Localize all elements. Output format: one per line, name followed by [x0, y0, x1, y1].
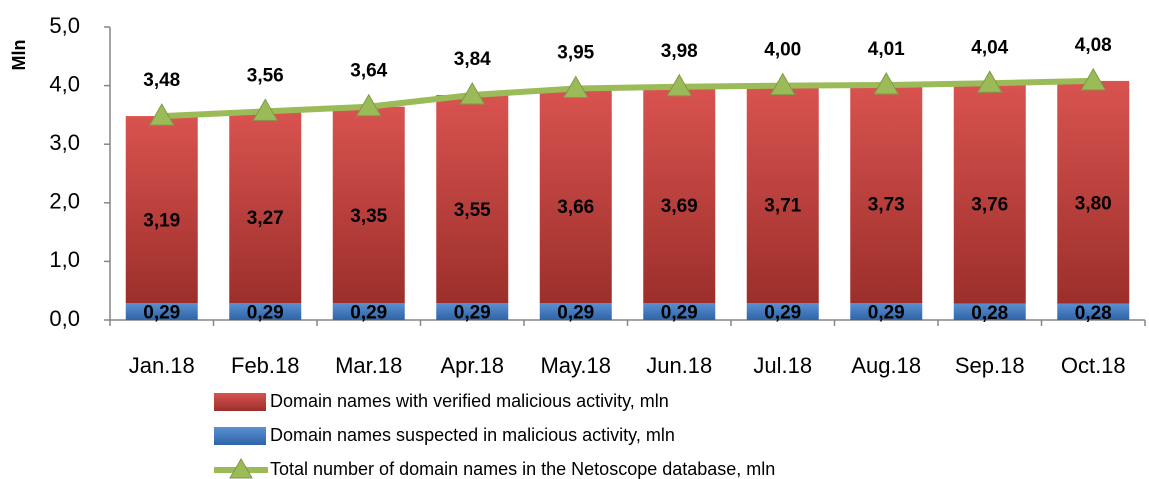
legend-label: Total number of domain names in the Neto… [270, 459, 775, 479]
line-value-label: 3,95 [557, 43, 594, 64]
x-tick-label: Jun.18 [646, 353, 712, 378]
x-tick-label: Oct.18 [1061, 353, 1126, 378]
bar-value-label: 3,66 [557, 197, 594, 218]
line-marker [562, 75, 589, 99]
bar-segment [746, 303, 819, 320]
bar-value-label: 0,29 [350, 303, 387, 324]
bar-segment [953, 83, 1026, 304]
bar-segment [850, 303, 923, 320]
legend-label: Domain names suspected in malicious acti… [270, 425, 675, 445]
bar-value-label: 0,29 [247, 303, 284, 324]
line-marker [459, 81, 486, 105]
bar-segment [643, 303, 716, 320]
x-tick-label: Sep.18 [955, 353, 1025, 378]
line-marker [355, 93, 382, 117]
x-tick-label: Feb.18 [231, 353, 300, 378]
bar-value-label: 0,29 [868, 303, 905, 324]
line-marker [252, 98, 279, 121]
bar-value-label: 0,28 [1075, 303, 1112, 324]
line-marker [769, 72, 796, 96]
line-value-label: 4,01 [868, 39, 905, 60]
bar-segment [746, 85, 819, 304]
bar-segment [332, 106, 405, 304]
line-value-label: 3,84 [454, 49, 491, 70]
x-tick-label: Jul.18 [753, 353, 812, 378]
bar-value-label: 0,29 [557, 303, 594, 324]
bar-value-label: 3,27 [247, 208, 284, 229]
x-tick-label: Jan.18 [129, 353, 195, 378]
y-tick-label: 1,0 [49, 247, 80, 272]
line-value-label: 3,48 [143, 70, 180, 91]
bar-value-label: 3,35 [350, 206, 387, 227]
line-value-label: 3,56 [247, 65, 284, 86]
bar-segment [1057, 303, 1130, 320]
y-tick-label: 5,0 [49, 13, 80, 38]
line-marker [976, 70, 1003, 93]
bar-segment [643, 86, 716, 304]
bar-value-label: 0,29 [661, 303, 698, 324]
legend-swatch [214, 393, 266, 411]
bar-value-label: 3,55 [454, 200, 491, 221]
bar-segment [229, 111, 302, 304]
legend-label: Domain names with verified malicious act… [270, 391, 669, 411]
y-tick-label: 2,0 [49, 189, 80, 214]
bar-value-label: 0,28 [971, 303, 1008, 324]
bar-value-label: 0,29 [454, 303, 491, 324]
y-tick-label: 4,0 [49, 71, 80, 96]
line-value-label: 4,08 [1075, 35, 1112, 56]
line-value-label: 3,64 [350, 61, 387, 82]
line-value-label: 4,04 [971, 37, 1008, 58]
line-value-label: 4,00 [764, 40, 801, 61]
y-tick-label: 0,0 [49, 306, 80, 331]
bar-segment [953, 303, 1026, 320]
line-marker [1080, 67, 1107, 91]
bar-segment [850, 84, 923, 304]
bar-value-label: 0,29 [143, 303, 180, 324]
bar-value-label: 0,29 [764, 303, 801, 324]
y-axis-label: Mln [9, 40, 29, 71]
bar-segment [125, 116, 198, 304]
x-tick-label: Aug.18 [851, 353, 921, 378]
line-marker [666, 73, 693, 97]
legend-marker [229, 458, 253, 479]
y-tick-label: 3,0 [49, 130, 80, 155]
line-marker [148, 103, 175, 126]
line-value-label: 3,98 [661, 41, 698, 62]
bar-value-label: 3,71 [764, 195, 801, 216]
bar-segment [436, 94, 509, 304]
total-line [161, 77, 1094, 120]
bar-segment [436, 303, 509, 320]
bar-segment [332, 303, 405, 320]
bar-segment [1057, 80, 1130, 304]
x-tick-label: Mar.18 [335, 353, 402, 378]
bar-segment [229, 303, 302, 320]
line-marker [873, 72, 900, 95]
bar-value-label: 3,76 [971, 194, 1008, 215]
bar-segment [539, 88, 612, 304]
bar-value-label: 3,69 [661, 196, 698, 217]
bar-value-label: 3,73 [868, 195, 905, 216]
x-tick-label: May.18 [540, 353, 611, 378]
bar-segment [539, 303, 612, 320]
bar-value-label: 3,19 [143, 211, 180, 232]
bar-value-label: 3,80 [1075, 193, 1112, 214]
bar-segment [125, 303, 198, 320]
legend-swatch [214, 427, 266, 445]
x-tick-label: Apr.18 [440, 353, 504, 378]
